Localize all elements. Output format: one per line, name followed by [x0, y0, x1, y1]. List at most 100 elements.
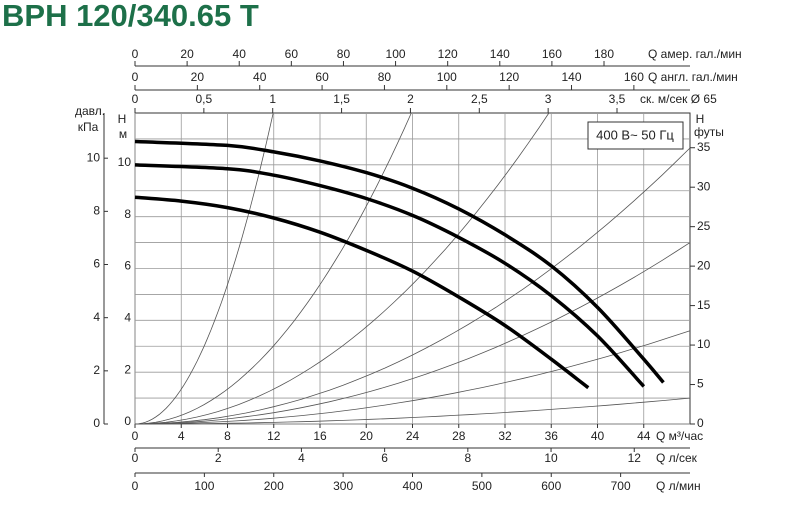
x-tick-label: 44: [637, 429, 651, 443]
y-tick-label: 6: [124, 259, 131, 273]
system-curve: [134, 242, 691, 425]
y-tick-label: 0: [124, 414, 131, 428]
x-tick-label: 40: [591, 429, 605, 443]
axis-tick-label: 10: [87, 150, 101, 164]
x-tick-label: 32: [498, 429, 512, 443]
axis-tick-label: 2: [215, 451, 222, 465]
axis-tick-label: 0: [132, 92, 139, 106]
axis-tick-label: 8: [464, 451, 471, 465]
y-tick-label: 2: [124, 362, 131, 376]
y2-tick-label: 15: [697, 298, 711, 312]
x-tick-label: 0: [132, 429, 139, 443]
pump-curve: [134, 139, 665, 384]
axis-tick-label: 40: [253, 70, 267, 84]
axis-tick-label: 3,5: [609, 92, 626, 106]
axis-label: Q англ. гал./мин: [648, 70, 738, 84]
axis-tick-label: 0: [132, 451, 139, 465]
axis-tick-label: 10: [544, 451, 558, 465]
axis-tick-label: 3: [545, 92, 552, 106]
axis-tick-label: 2,5: [471, 92, 488, 106]
x-tick-label: 4: [178, 429, 185, 443]
system-curve: [134, 112, 274, 425]
y2-tick-label: 30: [697, 179, 711, 193]
chart-title: BPH 120/340.65 T: [2, 0, 259, 33]
axis-label: Q л/мин: [656, 479, 701, 493]
axis-unit: кПа: [78, 120, 99, 134]
x-axis-label: Q м³/час: [656, 429, 703, 443]
axis-label: ск. м/сек Ø 65: [640, 92, 717, 106]
axis-label: Q л/сек: [656, 451, 698, 465]
y2-tick-label: 0: [697, 416, 704, 430]
axis-tick-label: 0: [132, 70, 139, 84]
system-curve: [134, 330, 691, 425]
x-tick-label: 28: [452, 429, 466, 443]
axis-tick-label: 0,5: [196, 92, 213, 106]
axis-tick-label: 140: [562, 70, 582, 84]
pump-curve: [134, 163, 646, 388]
axis-tick-label: 2: [93, 363, 100, 377]
badge-box: [587, 121, 684, 150]
axis-tick-label: 120: [438, 47, 458, 61]
pump-curve: [134, 195, 590, 390]
y2-tick-label: 20: [697, 258, 711, 272]
axis-tick-label: 1,5: [333, 92, 350, 106]
axis-tick-label: 400: [402, 479, 422, 493]
x-tick-label: 12: [267, 429, 281, 443]
x-tick-label: 24: [406, 429, 420, 443]
axis-tick-label: 1: [269, 92, 276, 106]
axis-tick-label: 100: [194, 479, 214, 493]
axis-tick-label: 0: [93, 416, 100, 430]
axis-tick-label: 0: [132, 47, 139, 61]
system-curve: [134, 147, 691, 425]
x-tick-label: 20: [360, 429, 374, 443]
axis-tick-label: 100: [437, 70, 457, 84]
axis-tick-label: 600: [541, 479, 561, 493]
axis-tick-label: 120: [499, 70, 519, 84]
axis-label: Q амер. гал./мин: [648, 47, 742, 61]
y-axis-unit: м: [119, 127, 127, 141]
axis-tick-label: 100: [386, 47, 406, 61]
system-curve: [134, 112, 550, 425]
axis-tick-label: 4: [298, 451, 305, 465]
axis-tick-label: 80: [378, 70, 392, 84]
y2-tick-label: 10: [697, 337, 711, 351]
axis-tick-label: 80: [337, 47, 351, 61]
axis-tick-label: 40: [233, 47, 247, 61]
y-tick-label: 10: [118, 155, 132, 169]
axis-tick-label: 6: [381, 451, 388, 465]
axis-label: давл.: [75, 104, 105, 118]
y2-tick-label: 25: [697, 219, 711, 233]
y2-axis-label: H: [696, 112, 705, 126]
y2-tick-label: 35: [697, 140, 711, 154]
axis-tick-label: 500: [472, 479, 492, 493]
system-curve: [135, 397, 691, 425]
axis-tick-label: 60: [285, 47, 299, 61]
axis-tick-label: 200: [264, 479, 284, 493]
axis-tick-label: 160: [542, 47, 562, 61]
x-tick-label: 8: [224, 429, 231, 443]
y-tick-label: 4: [124, 311, 131, 325]
axis-tick-label: 0: [132, 479, 139, 493]
axis-tick-label: 160: [624, 70, 644, 84]
axis-tick-label: 180: [594, 47, 614, 61]
x-tick-label: 16: [313, 429, 327, 443]
axis-tick-label: 6: [93, 257, 100, 271]
axis-tick-label: 60: [315, 70, 329, 84]
axis-tick-label: 700: [611, 479, 631, 493]
y2-tick-label: 5: [697, 377, 704, 391]
y-tick-label: 8: [124, 207, 131, 221]
axis-tick-label: 140: [490, 47, 510, 61]
y-axis-label: H: [118, 112, 127, 126]
axis-tick-label: 300: [333, 479, 353, 493]
axis-tick-label: 12: [628, 451, 642, 465]
axis-tick-label: 2: [407, 92, 414, 106]
badge: 400 В~ 50 Гц: [596, 127, 674, 142]
axis-tick-label: 20: [180, 47, 194, 61]
y2-axis-unit: футы: [694, 125, 724, 139]
axis-tick-label: 20: [191, 70, 205, 84]
system-curve: [134, 112, 412, 425]
x-tick-label: 36: [545, 429, 559, 443]
axis-tick-label: 4: [93, 310, 100, 324]
